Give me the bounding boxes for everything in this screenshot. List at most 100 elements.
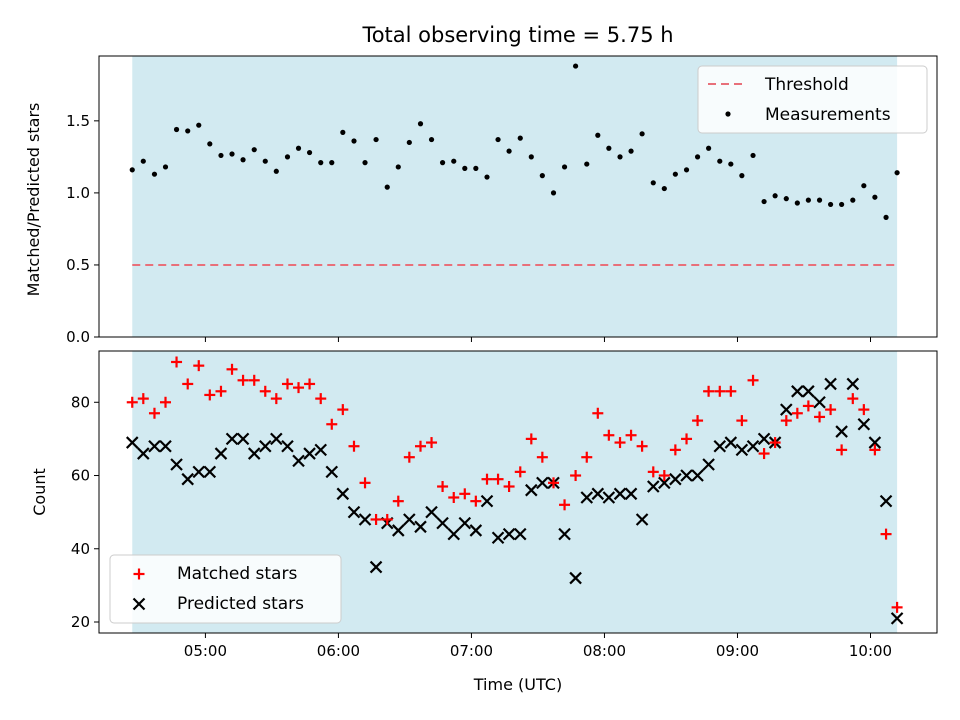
predicted-star-point <box>591 487 605 501</box>
measurement-point <box>717 158 723 164</box>
matched-star-point <box>160 396 172 408</box>
x-marker-stroke <box>214 447 228 460</box>
predicted-star-point <box>835 425 848 438</box>
predicted-star-point <box>358 513 372 526</box>
matched-star-point <box>426 437 438 449</box>
measurement-point <box>185 128 191 134</box>
x-marker-stroke <box>791 385 804 398</box>
matched-star-point <box>791 407 803 419</box>
matched-star-point <box>204 389 216 401</box>
x-marker-stroke <box>159 439 172 453</box>
top-y-ticks: 0.0 0.5 1.0 1.5 <box>66 112 99 346</box>
x-marker-stroke <box>258 439 272 453</box>
bottom-y-axis-label: Count <box>30 468 49 516</box>
bottom-legend: Matched stars Predicted stars <box>109 554 342 624</box>
x-marker-stroke <box>292 454 305 468</box>
matched-star-point <box>669 444 681 456</box>
measurement-point <box>495 136 501 143</box>
x-marker-stroke <box>569 571 582 585</box>
measurement-point <box>827 201 834 208</box>
measurement-point <box>196 122 202 128</box>
predicted-star-point <box>824 377 837 391</box>
measurement-point <box>750 152 756 159</box>
y-tick-label: 20 <box>71 613 90 631</box>
matched-star-point <box>448 491 460 503</box>
measurement-point <box>595 132 601 138</box>
measurement-point <box>162 164 169 170</box>
measurement-point <box>706 145 712 151</box>
measurement-point <box>417 121 424 127</box>
matched-star-point <box>747 374 759 386</box>
matched-star-point <box>215 385 227 397</box>
matched-star-point <box>481 473 493 485</box>
predicted-star-point <box>879 494 893 508</box>
measurement-point <box>539 173 545 179</box>
y-tick-label: 1.5 <box>66 112 90 130</box>
top-legend: Threshold Measurements <box>697 65 928 134</box>
matched-star-point <box>437 481 449 493</box>
legend-predicted-swatch <box>132 597 146 611</box>
x-marker-stroke <box>203 465 217 479</box>
x-marker-stroke <box>125 436 139 449</box>
x-marker-stroke <box>392 524 405 537</box>
matched-star-point <box>359 477 371 489</box>
x-marker-stroke <box>469 524 483 537</box>
x-tick-label: 07:00 <box>450 642 493 660</box>
measurement-point <box>661 185 667 192</box>
measurement-point <box>606 145 612 151</box>
legend-measurements-label: Measurements <box>765 105 891 125</box>
x-marker-stroke <box>247 447 261 460</box>
x-marker-stroke <box>746 439 760 453</box>
matched-star-point <box>736 415 748 427</box>
predicted-star-point <box>702 458 715 471</box>
predicted-star-point <box>303 447 316 460</box>
measurement-point <box>883 214 889 220</box>
measurement-point <box>384 184 390 190</box>
bottom-y-ticks: 20 40 60 80 <box>71 393 99 631</box>
matched-star-point <box>614 437 626 449</box>
measurement-point <box>284 154 291 160</box>
measurement-point <box>839 201 845 208</box>
predicted-star-point <box>669 472 682 486</box>
x-marker-stroke <box>591 487 605 501</box>
measurement-point <box>218 152 224 159</box>
matched-star-point <box>636 440 648 452</box>
x-marker-stroke <box>491 531 505 545</box>
matched-stars-points <box>126 356 903 613</box>
matched-star-point <box>891 601 903 613</box>
measurement-point <box>318 160 324 166</box>
measurement-point <box>406 139 412 146</box>
matched-star-point <box>193 360 205 372</box>
x-marker-stroke <box>724 436 738 449</box>
matched-star-point <box>293 382 305 394</box>
x-marker-stroke <box>192 465 206 479</box>
measurement-point <box>506 148 512 154</box>
measurement-point <box>861 183 867 189</box>
x-marker-stroke <box>813 395 826 409</box>
matched-star-point <box>658 470 670 482</box>
x-marker-stroke <box>403 513 416 526</box>
x-tick-label: 10:00 <box>849 642 892 660</box>
top-panel: 0.0 0.5 1.0 1.5 Total observing time = 5.75… <box>24 23 938 346</box>
x-marker-stroke <box>170 458 183 471</box>
matched-star-point <box>248 374 260 386</box>
matched-star-point <box>592 407 604 419</box>
measurement-points <box>129 63 900 220</box>
measurement-point <box>240 157 246 163</box>
x-marker-stroke <box>702 458 715 471</box>
matched-star-point <box>858 404 870 416</box>
predicted-star-point <box>336 487 350 501</box>
x-marker-stroke <box>137 447 150 460</box>
predicted-star-point <box>558 527 571 541</box>
matched-star-point <box>814 411 826 423</box>
x-marker-stroke <box>436 516 449 530</box>
predicted-star-point <box>857 417 871 431</box>
measurement-point <box>772 193 778 199</box>
predicted-star-point <box>425 505 438 519</box>
matched-star-point <box>392 495 404 507</box>
x-marker-stroke <box>680 469 693 482</box>
matched-star-point <box>492 473 504 485</box>
y-tick-label: 0.0 <box>66 328 90 346</box>
matched-star-point <box>182 378 194 390</box>
x-marker-stroke <box>635 513 649 526</box>
